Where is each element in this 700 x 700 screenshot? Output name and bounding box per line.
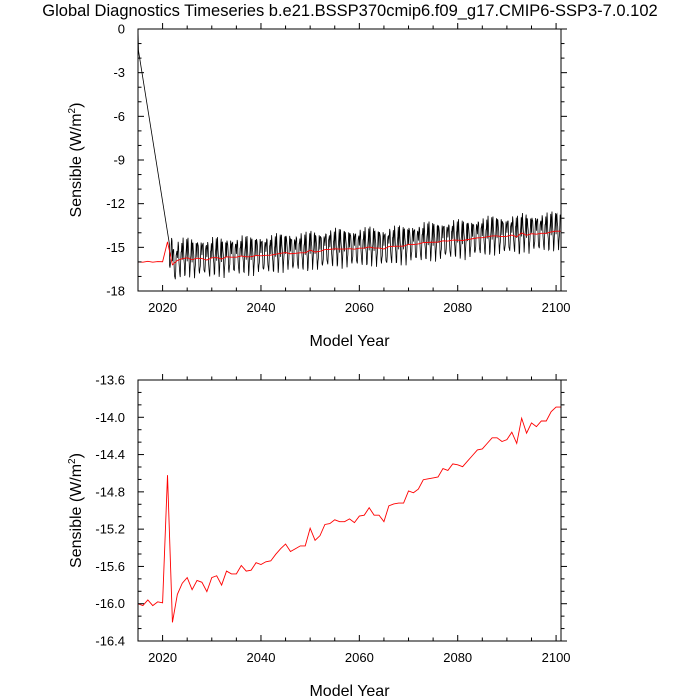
y-axis-title-superscript: 2 — [67, 107, 78, 113]
y-tick-label: -13.6 — [95, 373, 125, 388]
y-tick-label: -15.6 — [95, 559, 125, 574]
y-axis-title: Sensible (W/m2) — [67, 103, 85, 218]
x-tick-label: 2060 — [345, 650, 374, 665]
x-tick-label: 2100 — [542, 650, 571, 665]
y-tick-label: -6 — [113, 109, 125, 124]
y-tick-label: -12 — [106, 196, 125, 211]
figure-title: Global Diagnostics Timeseries b.e21.BSSP… — [42, 2, 658, 20]
y-tick-label: -14.4 — [95, 447, 125, 462]
y-tick-label: -16.0 — [95, 596, 125, 611]
plot-frame — [137, 379, 562, 642]
y-axis-title-main: Sensible (W/m — [68, 464, 85, 568]
y-axis-title: Sensible (W/m2) — [67, 453, 85, 568]
annual-mean-series-line-1 — [138, 230, 561, 266]
y-tick-label: -14.0 — [95, 410, 125, 425]
y-tick-label: -15.2 — [95, 522, 125, 537]
chart-panel-2: 2020 2040 2060 2080 2100 -13.6 -14.0 -14.4 -14.8… — [67, 373, 571, 700]
x-tick-label: 2100 — [542, 300, 571, 315]
chart-panel-1: 2020 2040 2060 2080 2100 0 -3 -6 -9 -12 -15 -18 Mode… — [67, 22, 571, 351]
y-tick-label: -14.8 — [95, 484, 125, 499]
x-axis-title: Model Year — [309, 683, 390, 700]
y-axis-title-close: ) — [68, 453, 85, 458]
y-tick-label: 0 — [118, 22, 125, 37]
y-axis-title-main: Sensible (W/m — [68, 113, 85, 217]
x-tick-label: 2020 — [148, 650, 177, 665]
annual-mean-series-line-2 — [138, 406, 561, 623]
y-tick-label: -16.4 — [95, 634, 125, 649]
x-tick-label: 2040 — [247, 300, 276, 315]
monthly-series-line-1 — [138, 29, 561, 280]
y-tick-label: -18 — [106, 284, 125, 299]
x-axis-title: Model Year — [309, 333, 390, 350]
y-tick-label: -3 — [113, 65, 125, 80]
x-tick-label: 2060 — [345, 300, 374, 315]
y-tick-label: -15 — [106, 240, 125, 255]
x-tick-label: 2020 — [148, 300, 177, 315]
y-tick-label: -9 — [113, 153, 125, 168]
x-tick-label: 2080 — [443, 650, 472, 665]
y-axis-title-superscript: 2 — [67, 458, 78, 464]
x-tick-label: 2080 — [443, 300, 472, 315]
y-axis-title-close: ) — [68, 103, 85, 108]
x-tick-label: 2040 — [247, 650, 276, 665]
